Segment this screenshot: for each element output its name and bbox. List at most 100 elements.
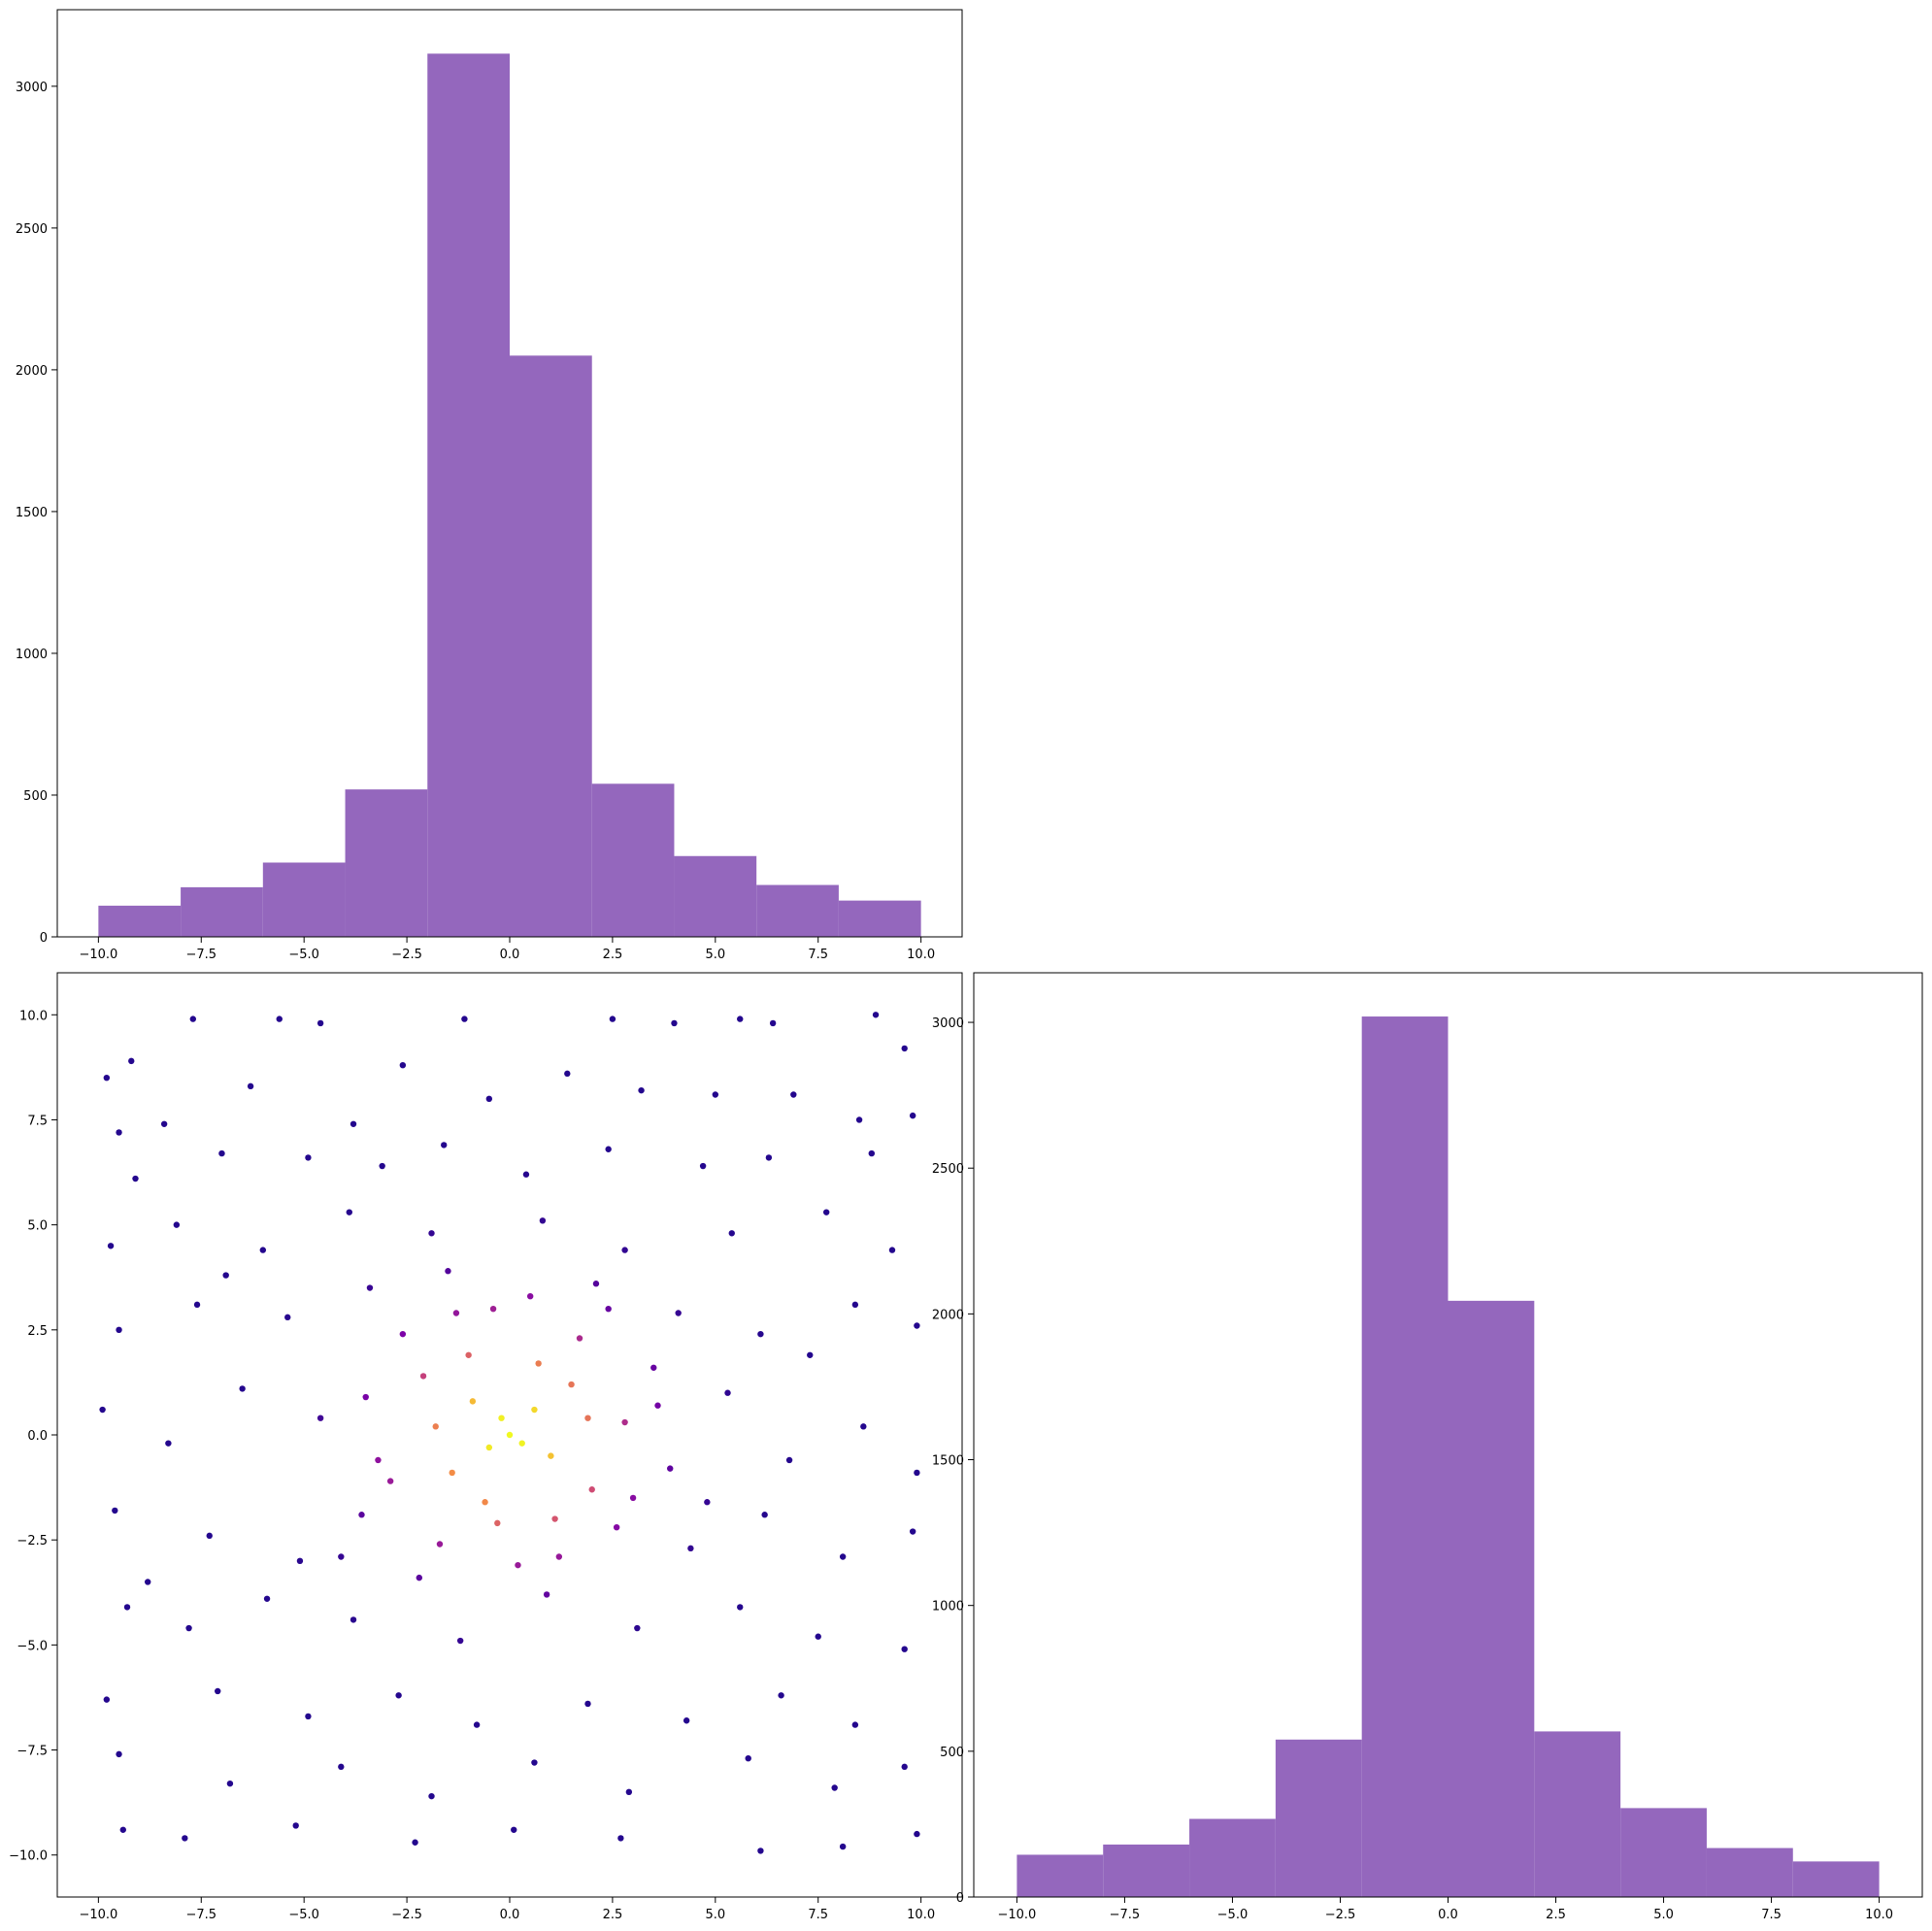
y-tick-label: 3000 — [16, 81, 48, 95]
histogram-bar — [756, 884, 839, 937]
y-tick-label: 0.0 — [27, 1429, 48, 1444]
scatter-point — [366, 1284, 374, 1291]
scatter-point — [901, 1045, 908, 1052]
scatter-point — [621, 1247, 628, 1253]
y-tick-label: 1500 — [16, 506, 48, 520]
scatter-point — [888, 1247, 896, 1253]
scatter-point — [296, 1557, 304, 1565]
scatter-point — [461, 1015, 468, 1022]
y-tick-label: 5.0 — [27, 1219, 48, 1234]
scatter-point — [316, 1019, 324, 1027]
x-tick-label: 0.0 — [500, 1908, 520, 1922]
scatter-point — [831, 1784, 838, 1791]
scatter-point — [185, 1624, 192, 1632]
scatter-point — [535, 1360, 542, 1367]
histogram-bar — [345, 789, 428, 937]
scatter-point — [449, 1469, 455, 1477]
x-tick-label: −7.5 — [185, 1908, 217, 1922]
scatter-point — [531, 1759, 538, 1766]
histogram-bar — [1792, 1861, 1880, 1897]
scatter-point — [650, 1364, 657, 1371]
scatter-point — [625, 1788, 633, 1796]
scatter-point — [613, 1524, 620, 1531]
scatter-point — [671, 1019, 678, 1027]
scatter-point — [338, 1553, 345, 1560]
histogram-bar — [1706, 1848, 1793, 1897]
x-tick-label: −2.5 — [391, 1908, 422, 1922]
scatter-point — [239, 1385, 246, 1392]
scatter-point — [469, 1398, 477, 1405]
scatter-point — [683, 1717, 690, 1724]
scatter-point — [909, 1528, 916, 1535]
y-tick-label: −5.0 — [17, 1639, 48, 1653]
scatter-point — [276, 1015, 283, 1022]
scatter-point — [704, 1499, 711, 1506]
scatter-point — [416, 1574, 422, 1581]
scatter-point — [737, 1015, 744, 1022]
scatter-point — [399, 1062, 407, 1069]
scatter-point — [292, 1822, 299, 1829]
x-tick-label: −5.0 — [288, 948, 319, 962]
scatter-point — [494, 1519, 501, 1527]
histogram-bar — [838, 900, 921, 937]
y-tick-label: −7.5 — [17, 1745, 48, 1759]
scatter-point — [465, 1351, 472, 1358]
scatter-point — [564, 1070, 571, 1078]
scatter-point — [531, 1406, 538, 1414]
scatter-point — [247, 1082, 254, 1090]
y-tick-label: 2.5 — [27, 1324, 48, 1339]
scatter-point — [445, 1268, 451, 1275]
scatter-point — [103, 1074, 111, 1082]
scatter-point — [386, 1478, 394, 1484]
y-tick-label: 1000 — [16, 648, 48, 662]
scatter-point — [584, 1415, 591, 1421]
scatter-point — [116, 1326, 122, 1334]
scatter-point — [543, 1591, 550, 1598]
scatter-point — [428, 1792, 435, 1800]
scatter-point — [316, 1415, 324, 1421]
x-tick-label: 10.0 — [907, 1908, 935, 1922]
y-tick-label: 1000 — [932, 1600, 964, 1615]
scatter-panel: −10.0 −7.5 −5.0 −2.5 0.0 2.5 5.0 7.5 10.0 −10.0 −7… — [9, 972, 963, 1922]
scatter-point — [375, 1456, 382, 1464]
scatter-point — [112, 1507, 118, 1515]
y-tick-label: 0 — [40, 931, 48, 946]
histogram-bar — [1448, 1300, 1535, 1897]
x-tick-label: 5.0 — [705, 1908, 725, 1922]
histogram-bar — [1620, 1808, 1707, 1897]
scatter-point — [485, 1095, 493, 1103]
scatter-point — [855, 1116, 863, 1123]
scatter-point — [515, 1561, 521, 1569]
scatter-point — [116, 1750, 122, 1758]
scatter-point — [584, 1700, 591, 1708]
x-tick-label: 7.5 — [808, 948, 828, 962]
scatter-point — [206, 1532, 213, 1540]
scatter-point — [757, 1330, 764, 1338]
x-tick-label: 2.5 — [603, 1908, 623, 1922]
histogram-bar — [427, 53, 510, 938]
scatter-point — [346, 1209, 352, 1215]
scatter-point — [737, 1604, 744, 1611]
scatter-point — [765, 1154, 773, 1161]
scatter-point — [145, 1579, 151, 1585]
y-tick-label: 3000 — [932, 1016, 964, 1031]
scatter-point — [526, 1293, 534, 1300]
histogram-bar — [1361, 1016, 1449, 1897]
scatter-point — [522, 1171, 530, 1178]
y-tick-label: 2500 — [932, 1162, 964, 1177]
scatter-point — [441, 1142, 448, 1149]
y-tick-label: 7.5 — [27, 1114, 48, 1128]
y-tick-label: 2000 — [932, 1308, 964, 1322]
scatter-point — [807, 1351, 814, 1358]
scatter-point — [432, 1423, 439, 1430]
scatter-point — [629, 1494, 637, 1502]
scatter-point — [555, 1553, 563, 1560]
scatter-point — [823, 1209, 830, 1215]
histogram-bar — [1275, 1739, 1362, 1897]
scatter-point — [226, 1780, 234, 1787]
y-tick-label: 500 — [23, 789, 48, 804]
y-tick-label: 500 — [940, 1746, 964, 1760]
scatter-point — [634, 1624, 641, 1632]
x-tick-label: −7.5 — [185, 948, 217, 962]
scatter-point — [568, 1381, 575, 1388]
